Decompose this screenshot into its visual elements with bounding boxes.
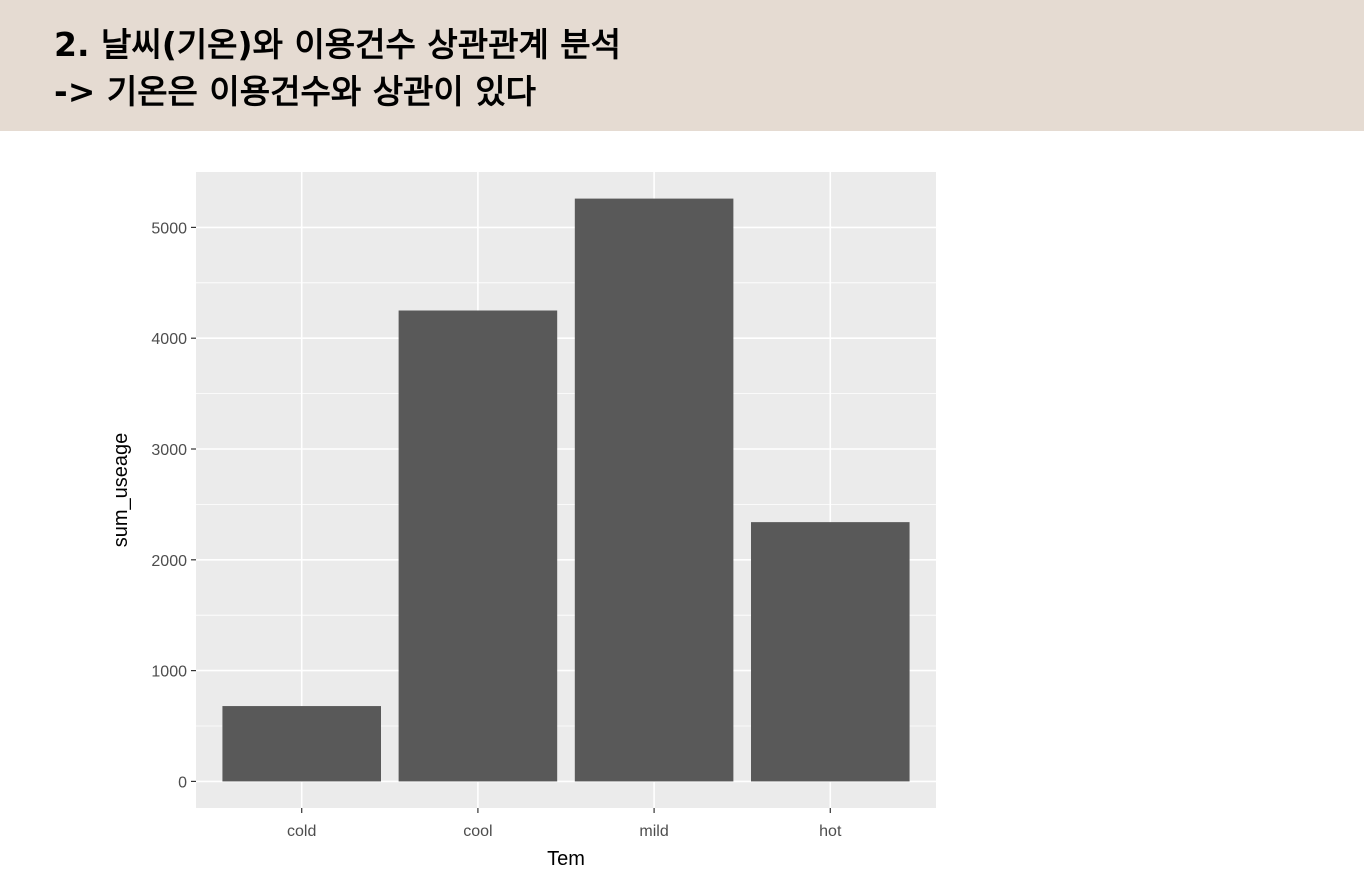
x-axis: cold cool mild hot <box>287 808 842 840</box>
bar-cold <box>222 706 381 782</box>
bar-cool <box>398 310 558 782</box>
y-tick-label: 2000 <box>151 553 187 570</box>
bar-mild <box>574 198 734 782</box>
y-tick-label: 3000 <box>151 442 187 459</box>
y-axis: 0 1000 2000 3000 4000 5000 <box>151 220 196 791</box>
y-tick-label: 5000 <box>151 220 187 237</box>
bar-hot <box>751 522 910 782</box>
y-tick-label: 0 <box>178 774 187 791</box>
x-tick-label: cold <box>287 823 316 840</box>
x-tick-label: mild <box>639 823 668 840</box>
slide-title: 2. 날씨(기온)와 이용건수 상관관계 분석 <box>54 25 622 64</box>
slide-header: 2. 날씨(기온)와 이용건수 상관관계 분석 -> 기온은 이용건수와 상관이… <box>0 0 1364 131</box>
slide-subtitle: -> 기온은 이용건수와 상관이 있다 <box>54 72 536 111</box>
x-axis-title: Tem <box>547 848 585 870</box>
bars <box>222 198 910 782</box>
x-tick-label: cool <box>463 823 492 840</box>
y-tick-label: 4000 <box>151 331 187 348</box>
x-tick-label: hot <box>819 823 842 840</box>
y-tick-label: 1000 <box>151 664 187 681</box>
y-axis-title: sum_useage <box>110 433 132 548</box>
